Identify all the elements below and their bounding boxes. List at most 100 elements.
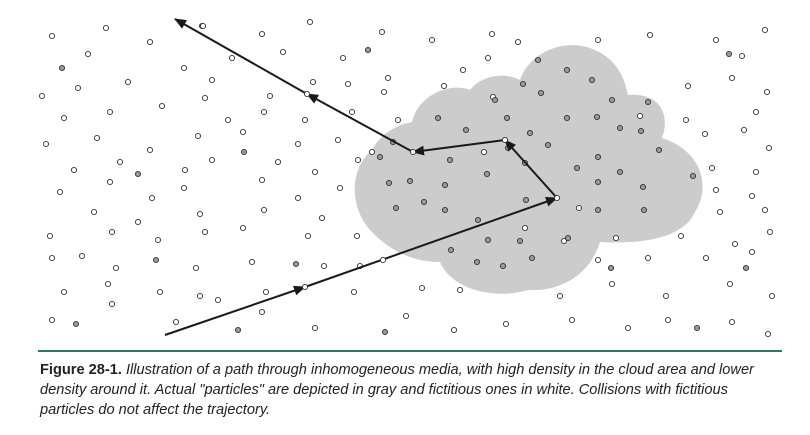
fictitious-particle — [761, 26, 769, 34]
fictitious-particle — [228, 54, 236, 62]
fictitious-particle — [353, 232, 361, 240]
fictitious-particle — [726, 280, 734, 288]
fictitious-particle — [712, 36, 720, 44]
real-particle — [693, 324, 701, 332]
fictitious-particle — [239, 128, 247, 136]
collision-point — [501, 136, 509, 144]
fictitious-particle — [124, 78, 132, 86]
real-particle — [537, 89, 545, 97]
fictitious-particle — [106, 108, 114, 116]
fictitious-particle — [106, 178, 114, 186]
fictitious-particle — [502, 320, 510, 328]
figure-illustration — [38, 18, 776, 338]
caption-rule — [38, 350, 782, 352]
fictitious-particle — [180, 184, 188, 192]
fictitious-particle — [336, 184, 344, 192]
fictitious-particle — [440, 82, 448, 90]
fictitious-particle — [74, 84, 82, 92]
fictitious-particle — [309, 78, 317, 86]
fictitious-particle — [594, 36, 602, 44]
fictitious-particle — [594, 256, 602, 264]
fictitious-particle — [702, 254, 710, 262]
real-particle — [385, 179, 393, 187]
fictitious-particle — [318, 214, 326, 222]
fictitious-particle — [102, 24, 110, 32]
real-particle — [381, 328, 389, 336]
real-particle — [544, 141, 552, 149]
fictitious-particle — [196, 210, 204, 218]
real-particle — [519, 80, 527, 88]
path-segment-2 — [304, 196, 558, 288]
fictitious-particle — [239, 224, 247, 232]
real-particle — [446, 156, 454, 164]
fictitious-particle — [763, 88, 771, 96]
fictitious-particle — [624, 324, 632, 332]
real-particle — [563, 66, 571, 74]
collision-point — [199, 22, 207, 30]
fictitious-particle — [766, 228, 774, 236]
fictitious-particle — [93, 134, 101, 142]
particles-group — [38, 18, 776, 338]
fictitious-particle — [304, 232, 312, 240]
fictitious-particle — [294, 140, 302, 148]
fictitious-particle — [104, 280, 112, 288]
real-particle — [594, 178, 602, 186]
fictitious-particle — [194, 132, 202, 140]
real-particle — [588, 76, 596, 84]
fictitious-particle — [344, 80, 352, 88]
real-particle — [564, 234, 572, 242]
real-particle — [134, 170, 142, 178]
fictitious-particle — [311, 324, 319, 332]
fictitious-particle — [146, 38, 154, 46]
fictitious-particle — [560, 237, 568, 245]
fictitious-particle — [348, 108, 356, 116]
fictitious-particle — [716, 208, 724, 216]
fictitious-particle — [266, 92, 274, 100]
fictitious-particle — [761, 206, 769, 214]
real-particle — [499, 262, 507, 270]
fictitious-particle — [90, 208, 98, 216]
fictitious-particle — [682, 116, 690, 124]
fictitious-particle — [60, 288, 68, 296]
real-particle — [616, 168, 624, 176]
path-segment-3 — [504, 139, 558, 199]
fictitious-particle — [662, 292, 670, 300]
real-particle — [420, 198, 428, 206]
real-particle — [491, 96, 499, 104]
fictitious-particle — [368, 148, 376, 156]
real-particle — [522, 196, 530, 204]
fictitious-particle — [765, 144, 773, 152]
fictitious-particle — [740, 126, 748, 134]
fictitious-particle — [752, 168, 760, 176]
fictitious-particle — [46, 232, 54, 240]
fictitious-particle — [262, 288, 270, 296]
fictitious-particle — [311, 168, 319, 176]
fictitious-particle — [459, 66, 467, 74]
real-particle — [406, 177, 414, 185]
fictitious-particle — [260, 108, 268, 116]
fictitious-particle — [258, 30, 266, 38]
fictitious-particle — [84, 50, 92, 58]
fictitious-particle — [768, 292, 776, 300]
fictitious-particle — [201, 94, 209, 102]
fictitious-particle — [156, 288, 164, 296]
path-segment-1 — [164, 285, 306, 336]
fictitious-particle — [258, 176, 266, 184]
fictitious-particle — [731, 240, 739, 248]
fictitious-particle — [78, 252, 86, 260]
fictitious-particle — [575, 204, 583, 212]
path-segment-6 — [174, 18, 308, 95]
real-particle — [644, 98, 652, 106]
real-particle — [639, 183, 647, 191]
fictitious-particle — [684, 82, 692, 90]
fictitious-particle — [214, 296, 222, 304]
fictitious-particle — [748, 248, 756, 256]
caption-label: Figure 28-1. — [40, 362, 122, 378]
fictitious-particle — [154, 236, 162, 244]
real-particle — [593, 113, 601, 121]
fictitious-particle — [748, 192, 756, 200]
real-particle — [516, 237, 524, 245]
trajectory-path — [164, 18, 558, 336]
fictitious-particle — [646, 31, 654, 39]
fictitious-particle — [378, 28, 386, 36]
